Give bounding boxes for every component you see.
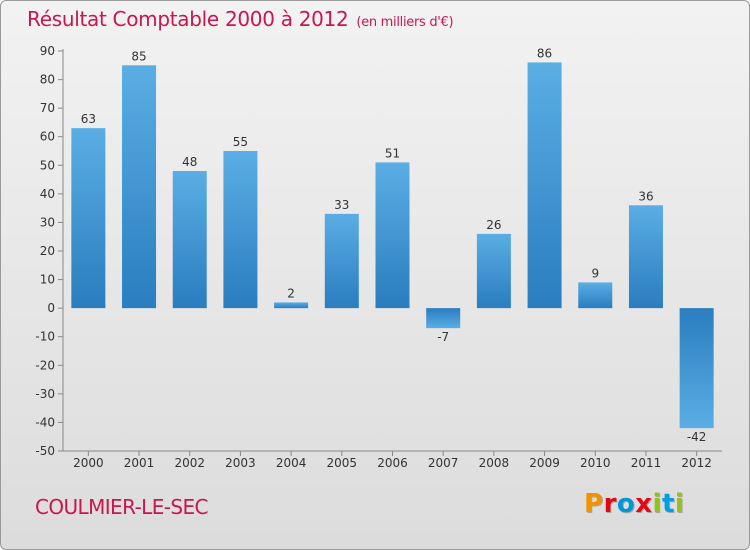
logo-letter: i bbox=[652, 489, 662, 519]
y-tick-label: 30 bbox=[40, 215, 55, 229]
value-label-2007: -7 bbox=[437, 330, 449, 344]
y-tick-label: 10 bbox=[40, 273, 55, 287]
bar-2008 bbox=[476, 233, 511, 309]
x-tick-label-2011: 2011 bbox=[631, 456, 662, 470]
value-label-2004: 2 bbox=[287, 286, 295, 300]
bar-2001 bbox=[122, 65, 157, 309]
y-tick-label: 40 bbox=[40, 187, 55, 201]
value-label-2005: 33 bbox=[334, 198, 349, 212]
chart-subtitle: (en milliers d'€) bbox=[356, 15, 454, 30]
y-tick-label: 90 bbox=[40, 44, 55, 58]
x-tick-label-2004: 2004 bbox=[276, 456, 307, 470]
logo-letter: P bbox=[584, 489, 604, 519]
value-label-2011: 36 bbox=[638, 189, 653, 203]
logo-letter: o bbox=[616, 489, 636, 519]
bar-2011 bbox=[628, 205, 663, 309]
x-tick-label-2001: 2001 bbox=[124, 456, 155, 470]
y-tick-label: 20 bbox=[40, 244, 55, 258]
value-label-2000: 63 bbox=[81, 112, 96, 126]
value-label-2006: 51 bbox=[385, 146, 400, 160]
y-tick-label: -10 bbox=[35, 330, 55, 344]
y-tick-label: 50 bbox=[40, 158, 55, 172]
x-tick-label-2005: 2005 bbox=[327, 456, 358, 470]
chart-title: Résultat Comptable 2000 à 2012 (en millie… bbox=[27, 7, 454, 31]
x-tick-label-2007: 2007 bbox=[428, 456, 459, 470]
y-tick-label: 80 bbox=[40, 73, 55, 87]
x-tick-label-2002: 2002 bbox=[174, 456, 205, 470]
bar-2006 bbox=[375, 162, 410, 309]
logo-letter: t bbox=[661, 489, 675, 519]
y-tick-label: 60 bbox=[40, 130, 55, 144]
y-tick-label: -30 bbox=[35, 387, 55, 401]
bar-2002 bbox=[172, 171, 207, 309]
logo-letter: r bbox=[603, 489, 617, 519]
value-label-2003: 55 bbox=[233, 135, 248, 149]
proxiti-logo: Proxiti bbox=[584, 489, 684, 519]
bar-2010 bbox=[578, 282, 613, 309]
value-label-2001: 85 bbox=[131, 49, 146, 63]
value-label-2009: 86 bbox=[537, 46, 552, 60]
x-tick-label-2010: 2010 bbox=[580, 456, 611, 470]
commune-name: COULMIER-LE-SEC bbox=[35, 495, 208, 519]
x-tick-label-2003: 2003 bbox=[225, 456, 256, 470]
value-label-2008: 26 bbox=[486, 218, 501, 232]
bar-2005 bbox=[324, 213, 359, 309]
value-label-2010: 9 bbox=[591, 266, 599, 280]
y-tick-label: 0 bbox=[47, 301, 55, 315]
bar-2003 bbox=[223, 151, 258, 309]
y-tick-label: -20 bbox=[35, 358, 55, 372]
bar-2000 bbox=[71, 128, 106, 309]
y-tick-label: -40 bbox=[35, 415, 55, 429]
x-tick-label-2008: 2008 bbox=[479, 456, 510, 470]
logo-letter: x bbox=[635, 489, 653, 519]
bar-2012 bbox=[679, 308, 714, 429]
y-tick-label: -50 bbox=[35, 444, 55, 458]
bar-2004 bbox=[274, 302, 309, 309]
value-label-2002: 48 bbox=[182, 155, 197, 169]
value-label-2012: -42 bbox=[687, 430, 707, 444]
x-tick-label-2009: 2009 bbox=[529, 456, 560, 470]
x-tick-label-2012: 2012 bbox=[681, 456, 712, 470]
logo-letter: i bbox=[674, 489, 685, 519]
x-tick-label-2000: 2000 bbox=[73, 456, 104, 470]
bar-2009 bbox=[527, 62, 562, 309]
y-tick-label: 70 bbox=[40, 101, 55, 115]
bar-2007 bbox=[426, 308, 461, 329]
x-tick-label-2006: 2006 bbox=[377, 456, 408, 470]
chart-title-text: Résultat Comptable 2000 à 2012 bbox=[27, 7, 349, 31]
